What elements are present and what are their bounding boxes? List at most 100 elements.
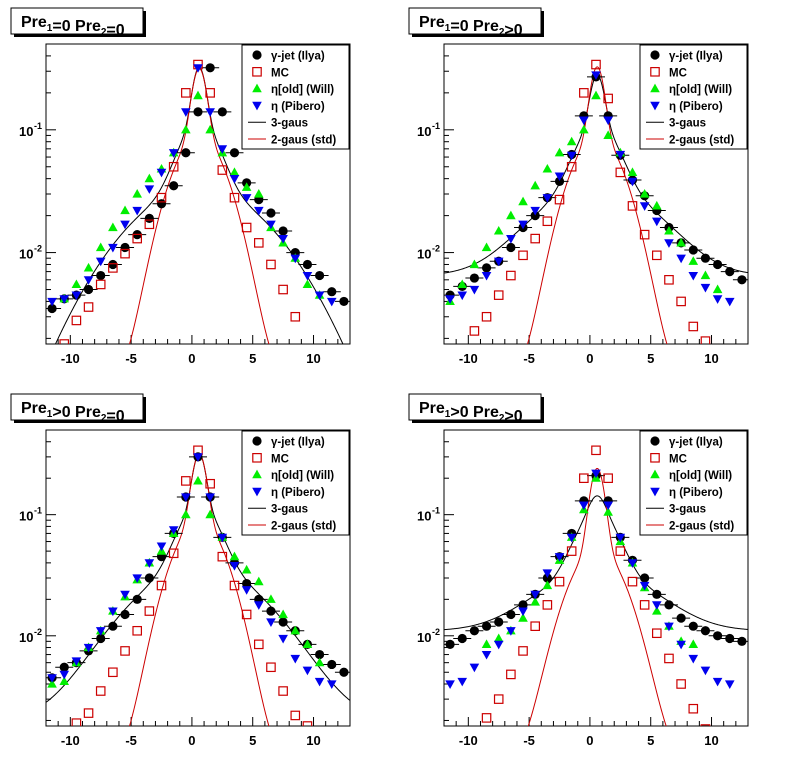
legend-marker-mc bbox=[650, 66, 660, 77]
marker-pibero bbox=[71, 291, 82, 301]
marker-pibero bbox=[579, 501, 589, 511]
title-subscript: 1 bbox=[445, 23, 451, 34]
x-tick-label: 5 bbox=[647, 733, 654, 748]
marker-will bbox=[530, 597, 540, 606]
marker-mc bbox=[579, 88, 589, 98]
marker-pibero bbox=[156, 168, 167, 178]
marker-pibero bbox=[290, 654, 301, 664]
marker-mc bbox=[108, 667, 118, 678]
panel-title: Pre1>0 Pre2>0 bbox=[408, 393, 544, 425]
marker-mc bbox=[290, 710, 301, 721]
marker-mc bbox=[591, 59, 601, 70]
curve-gaus3 bbox=[444, 495, 748, 631]
marker-will bbox=[302, 279, 313, 289]
marker-pibero bbox=[700, 283, 711, 293]
marker-mc bbox=[676, 296, 686, 307]
legend-entry-pibero: η (Pibero) bbox=[252, 101, 325, 113]
series-mc bbox=[481, 445, 711, 726]
title-subscript: 2 bbox=[499, 27, 505, 38]
marker-mc bbox=[627, 576, 638, 587]
marker-mc bbox=[95, 279, 106, 290]
marker-ilya bbox=[327, 659, 337, 670]
legend-label: η[old] (Will) bbox=[271, 470, 334, 482]
marker-pibero bbox=[168, 149, 179, 158]
title-segment: >0 Pre bbox=[52, 404, 101, 421]
marker-mc bbox=[591, 445, 601, 456]
marker-mc bbox=[168, 161, 179, 172]
legend-label: MC bbox=[669, 67, 687, 79]
legend-label: 3-gaus bbox=[271, 504, 308, 516]
marker-mc bbox=[493, 694, 504, 704]
legend-entry-mc: MC bbox=[252, 66, 289, 79]
marker-pibero bbox=[326, 680, 337, 689]
marker-pibero bbox=[469, 285, 480, 295]
marker-pibero bbox=[615, 150, 626, 160]
marker-ilya bbox=[481, 263, 492, 273]
marker-mc bbox=[530, 233, 540, 244]
marker-ilya bbox=[278, 617, 288, 627]
legend-box bbox=[241, 430, 350, 536]
x-tick-label: -5 bbox=[125, 351, 137, 366]
title-text: Pre1>0 Pre2>0 bbox=[419, 400, 523, 425]
marker-will bbox=[290, 625, 301, 635]
marker-pibero bbox=[59, 295, 70, 304]
marker-will bbox=[241, 564, 252, 574]
marker-mc bbox=[493, 290, 504, 300]
marker-mc bbox=[639, 229, 650, 240]
legend-marker-ilya bbox=[252, 436, 262, 446]
marker-mc bbox=[700, 336, 711, 344]
marker-pibero bbox=[457, 677, 468, 687]
marker-ilya bbox=[83, 284, 94, 295]
marker-will bbox=[193, 475, 203, 485]
legend-entry-will: η[old] (Will) bbox=[252, 83, 334, 96]
marker-will bbox=[181, 509, 191, 519]
marker-pibero bbox=[603, 501, 613, 511]
marker-pibero bbox=[266, 220, 276, 230]
legend-box bbox=[241, 44, 350, 150]
marker-pibero bbox=[83, 276, 94, 285]
marker-pibero bbox=[493, 640, 504, 650]
marker-pibero bbox=[181, 108, 191, 117]
legend-entry-will: η[old] (Will) bbox=[252, 469, 334, 482]
marker-ilya bbox=[169, 181, 179, 191]
marker-ilya bbox=[108, 259, 118, 270]
legend-label: MC bbox=[271, 453, 289, 465]
marker-ilya bbox=[713, 259, 723, 270]
marker-pibero bbox=[712, 295, 723, 304]
legend-entry-pibero: η (Pibero) bbox=[650, 487, 723, 499]
legend-label: η[old] (Will) bbox=[271, 84, 334, 96]
marker-mc bbox=[481, 311, 492, 322]
title-segment: =0 bbox=[106, 408, 124, 425]
marker-pibero bbox=[506, 627, 516, 636]
marker-ilya bbox=[700, 626, 711, 636]
x-tick-label: -10 bbox=[459, 733, 478, 748]
legend-entry-ilya: γ-jet (Ilya) bbox=[650, 436, 723, 449]
marker-mc bbox=[676, 679, 686, 689]
marker-pibero bbox=[181, 493, 191, 502]
marker-will bbox=[181, 124, 191, 134]
marker-will bbox=[542, 580, 553, 590]
marker-ilya bbox=[725, 266, 735, 277]
x-axis: -10 -5 0 5 10 bbox=[443, 717, 749, 748]
marker-mc bbox=[603, 93, 613, 104]
title-segment: =0 Pre bbox=[52, 18, 101, 35]
marker-mc bbox=[664, 653, 674, 664]
y-tick-label: 10 -2 bbox=[417, 627, 440, 645]
marker-ilya bbox=[700, 253, 711, 263]
marker-pibero bbox=[120, 220, 130, 230]
marker-pibero bbox=[481, 271, 492, 281]
marker-will bbox=[566, 136, 577, 146]
panel-title: Pre1=0 Pre2>0 bbox=[408, 7, 544, 39]
curve-gaus2 bbox=[527, 66, 668, 344]
marker-ilya bbox=[506, 609, 516, 620]
x-tick-label: 10 bbox=[306, 733, 320, 748]
title-subscript: 1 bbox=[47, 23, 53, 34]
marker-pibero bbox=[314, 291, 325, 301]
marker-ilya bbox=[688, 621, 698, 631]
marker-pibero bbox=[469, 663, 480, 673]
marker-ilya bbox=[339, 296, 349, 307]
marker-mc bbox=[542, 216, 553, 227]
legend-entry-mc: MC bbox=[650, 66, 687, 79]
marker-will bbox=[603, 507, 613, 516]
